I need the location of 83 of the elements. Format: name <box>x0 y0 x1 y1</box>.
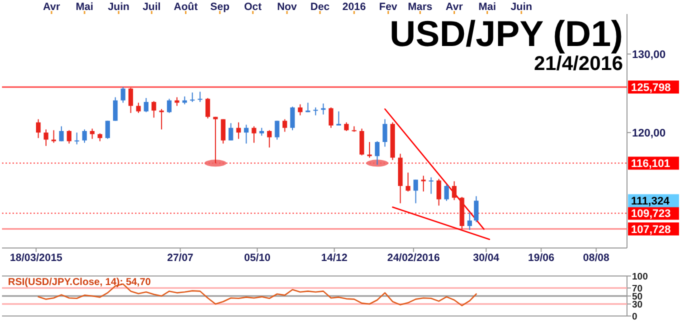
candlestick <box>144 98 148 113</box>
candlestick <box>228 122 234 141</box>
candlestick <box>213 116 218 164</box>
x2-tick-label: Fev <box>379 1 398 13</box>
x2-tick-label: Mai <box>478 1 496 13</box>
candlestick <box>90 128 95 140</box>
candlestick <box>452 180 457 201</box>
ref-line-label: 107,728 <box>631 224 671 236</box>
x-tick-label: 19/06 <box>528 252 554 264</box>
candlestick <box>298 104 303 116</box>
y-tick-label: 0 <box>632 311 638 322</box>
candlestick <box>220 118 226 144</box>
ref-line-label: 109,723 <box>631 208 671 220</box>
candlestick <box>190 92 195 102</box>
x2-tick-label: Avr <box>42 1 60 13</box>
ref-line-label: 116,101 <box>631 158 670 170</box>
text: 111,324 <box>631 196 670 208</box>
candlestick <box>320 103 326 116</box>
x2-tick-label: Juin <box>108 1 130 13</box>
candlestick <box>159 108 164 130</box>
candlestick <box>166 98 172 114</box>
candlestick <box>152 100 156 118</box>
candlestick <box>313 106 318 116</box>
candlestick <box>105 120 110 140</box>
x2-tick-label: Mai <box>76 1 94 13</box>
candlestick <box>290 106 295 131</box>
y-tick-label: 120,00 <box>632 127 666 140</box>
x2-tick-label: Oct <box>244 1 262 13</box>
candlestick <box>467 212 472 230</box>
candlestick <box>360 128 364 156</box>
chart-title: RSI(USD/JPY.Close, 14): 54,70 <box>8 277 152 288</box>
candlestick <box>128 87 134 114</box>
candlestick <box>198 91 202 102</box>
x2-tick-label: Mars <box>408 1 433 13</box>
x-tick-label: 08/08 <box>583 252 610 264</box>
candlestick <box>252 126 256 144</box>
candlestick <box>336 110 342 126</box>
candlestick <box>113 96 118 122</box>
candlestick <box>51 130 56 144</box>
text: 21/4/2016 <box>534 53 623 75</box>
candlestick <box>367 141 372 158</box>
x-tick-label: 30/04 <box>473 252 500 264</box>
candlestick <box>436 178 442 206</box>
candlestick <box>44 128 48 146</box>
x2-tick-label: Juin <box>510 1 532 13</box>
candlestick <box>328 106 334 128</box>
x2-tick-label: 2016 <box>342 1 366 13</box>
candlestick <box>82 128 87 144</box>
x-tick-label: 18/03/2015 <box>10 252 63 264</box>
chart-title: USD/JPY (D1) <box>390 13 623 54</box>
candlestick <box>444 184 449 202</box>
candlestick <box>282 118 288 132</box>
x-tick-label: 14/12 <box>321 252 348 264</box>
candlestick <box>74 132 80 145</box>
x-tick-label: 24/02/2016 <box>387 252 440 264</box>
x-tick-label: 27/07 <box>167 252 194 264</box>
candlestick <box>382 118 388 148</box>
candlestick <box>59 126 64 142</box>
candlestick <box>413 179 418 204</box>
y-tick-label: 130,00 <box>632 48 666 61</box>
candlestick <box>205 98 210 119</box>
candlestick <box>406 172 410 192</box>
ref-line-label: 125,798 <box>631 82 671 94</box>
candlestick <box>136 102 141 114</box>
y-tick-label: 100 <box>632 271 648 282</box>
candlestick <box>244 124 249 144</box>
candlestick <box>428 176 434 194</box>
x-tick-label: 05/10 <box>244 252 271 264</box>
x2-tick-label: Nov <box>277 1 298 13</box>
candlestick <box>274 120 280 140</box>
candlestick <box>374 140 380 166</box>
candlestick <box>267 130 272 148</box>
x2-tick-label: Sep <box>210 1 230 13</box>
x2-tick-label: Juil <box>142 1 161 13</box>
candlestick <box>66 130 72 144</box>
candlestick <box>421 175 426 192</box>
candlestick <box>120 86 126 104</box>
x2-tick-label: Avr <box>446 1 463 13</box>
candlestick <box>474 196 479 223</box>
x2-tick-label: Dec <box>310 1 330 13</box>
candlestick <box>236 122 241 140</box>
x2-tick-label: Août <box>174 1 198 13</box>
candlestick <box>36 118 41 139</box>
